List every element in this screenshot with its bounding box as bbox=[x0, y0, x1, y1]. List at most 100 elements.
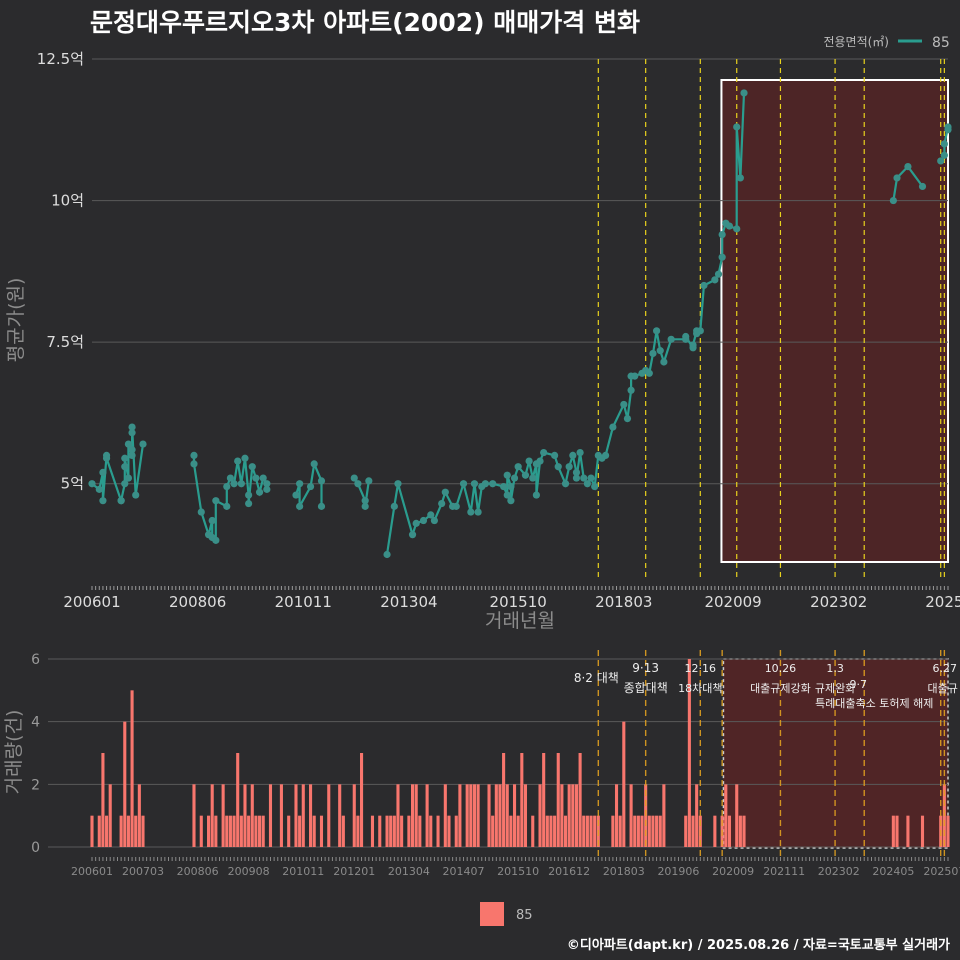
volume-bar bbox=[130, 690, 134, 847]
price-point bbox=[361, 497, 369, 505]
volume-xtick-label: 200908 bbox=[228, 865, 270, 878]
volume-bar bbox=[695, 784, 699, 847]
price-point bbox=[245, 491, 253, 499]
volume-bar bbox=[458, 784, 462, 847]
price-point bbox=[237, 480, 245, 488]
price-point bbox=[419, 516, 428, 525]
volume-policy-label: 특례대출축소 토허제 해제 bbox=[815, 696, 933, 710]
price-point bbox=[263, 480, 271, 488]
volume-bar bbox=[574, 784, 579, 847]
price-ytick-label: 5억 bbox=[61, 475, 84, 493]
volume-bar bbox=[713, 815, 717, 847]
volume-bar bbox=[742, 815, 746, 847]
price-point bbox=[583, 480, 591, 488]
price-series-line bbox=[192, 455, 268, 543]
volume-bar bbox=[647, 815, 651, 847]
price-point bbox=[212, 497, 220, 505]
price-point bbox=[474, 508, 482, 516]
volume-bar bbox=[123, 721, 127, 847]
volume-bar bbox=[210, 784, 214, 847]
volume-policy-label: 12·16 bbox=[685, 662, 717, 675]
volume-bar bbox=[301, 784, 305, 847]
price-point bbox=[944, 126, 952, 134]
volume-xtick-label: 201011 bbox=[282, 865, 324, 878]
volume-bar bbox=[906, 815, 910, 847]
price-point bbox=[660, 358, 668, 366]
volume-bar bbox=[545, 815, 549, 847]
price-point bbox=[536, 457, 544, 465]
volume-bar bbox=[636, 815, 640, 847]
volume-bar bbox=[476, 784, 480, 847]
price-point bbox=[580, 474, 588, 482]
volume-policy-label: 규제완화 bbox=[815, 682, 855, 695]
price-point bbox=[317, 477, 326, 485]
volume-policy-label: 8·2 대책 bbox=[574, 670, 619, 685]
volume-xtick-label: 201510 bbox=[497, 865, 539, 878]
volume-legend-key bbox=[480, 902, 504, 926]
volume-ytick-label: 0 bbox=[31, 840, 40, 856]
volume-bar bbox=[618, 815, 622, 847]
volume-bar bbox=[236, 753, 240, 847]
price-point bbox=[602, 451, 610, 460]
chart-title: 문정대우푸르지오3차 아파트(2002) 매매가격 변화 bbox=[90, 8, 640, 37]
price-ytick-label: 12.5억 bbox=[37, 50, 84, 68]
volume-bar bbox=[727, 815, 731, 847]
volume-bar bbox=[378, 815, 382, 847]
price-point bbox=[893, 174, 901, 182]
price-xtick-label: 2025 bbox=[925, 593, 960, 611]
volume-bar bbox=[658, 815, 662, 847]
volume-bar bbox=[294, 784, 298, 847]
price-point bbox=[565, 463, 573, 471]
volume-bar bbox=[891, 815, 895, 847]
price-point bbox=[438, 499, 446, 508]
volume-bar bbox=[614, 784, 619, 847]
price-point bbox=[481, 480, 489, 488]
volume-bar bbox=[425, 784, 429, 847]
volume-bar bbox=[327, 784, 331, 847]
price-point bbox=[226, 474, 235, 482]
price-ytick-label: 7.5억 bbox=[46, 333, 84, 351]
price-point bbox=[572, 474, 581, 482]
volume-bar bbox=[735, 784, 739, 847]
volume-bar bbox=[137, 784, 141, 847]
volume-ytick-label: 4 bbox=[31, 715, 40, 731]
price-point bbox=[190, 460, 198, 468]
price-point bbox=[645, 369, 653, 377]
volume-bar bbox=[505, 784, 509, 847]
price-point bbox=[350, 474, 358, 482]
volume-bar bbox=[400, 815, 404, 847]
price-point bbox=[514, 463, 522, 471]
volume-xtick-label: 202405 bbox=[872, 865, 914, 878]
volume-bar bbox=[895, 815, 899, 847]
volume-bar bbox=[582, 815, 586, 847]
price-point bbox=[255, 488, 264, 496]
price-point bbox=[689, 341, 697, 349]
volume-bar bbox=[585, 815, 589, 847]
price-point bbox=[132, 491, 140, 499]
price-point bbox=[121, 480, 129, 488]
price-point bbox=[128, 446, 136, 454]
volume-bar bbox=[407, 815, 411, 847]
volume-xtick-label: 201201 bbox=[333, 865, 375, 878]
volume-bar bbox=[199, 815, 203, 847]
price-point bbox=[652, 327, 661, 335]
price-point bbox=[121, 463, 129, 471]
price-point bbox=[124, 474, 133, 482]
volume-policy-label: 1.3 bbox=[826, 662, 844, 675]
price-point bbox=[88, 480, 96, 488]
volume-bar bbox=[360, 753, 364, 847]
volume-bar bbox=[105, 815, 109, 847]
volume-bar bbox=[611, 815, 615, 847]
price-point bbox=[208, 516, 216, 525]
price-point bbox=[718, 253, 726, 261]
volume-bar bbox=[443, 784, 447, 847]
price-point bbox=[696, 327, 704, 335]
volume-bar bbox=[436, 815, 440, 847]
volume-bar bbox=[502, 753, 506, 847]
price-point bbox=[937, 157, 945, 165]
price-x-axis-title: 거래년월 bbox=[485, 610, 555, 632]
price-point bbox=[500, 482, 508, 491]
volume-bar bbox=[108, 784, 112, 847]
volume-bar bbox=[389, 815, 393, 847]
price-point bbox=[223, 482, 231, 491]
